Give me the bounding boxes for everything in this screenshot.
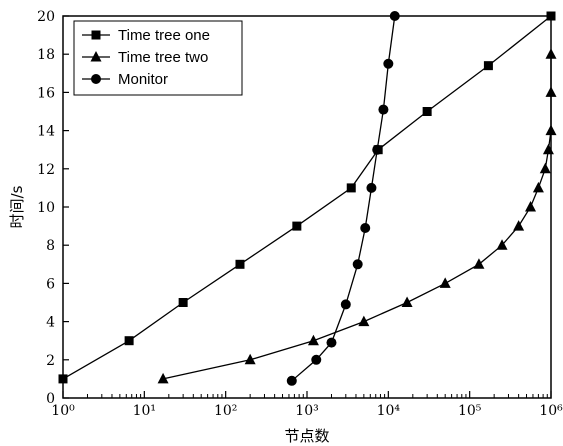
x-tick-label: 10⁴: [377, 403, 401, 419]
data-point: [545, 124, 557, 136]
x-tick-label: 10³: [295, 403, 318, 419]
series-0: [58, 11, 556, 384]
x-tick-label: 10⁵: [458, 403, 482, 419]
x-tick-label: 10²: [214, 403, 237, 419]
y-tick-label: 4: [46, 315, 55, 331]
data-point: [372, 144, 383, 155]
data-point: [545, 86, 557, 97]
series-line: [162, 54, 552, 380]
legend-marker: [91, 74, 101, 84]
legend-label: Time tree two: [118, 49, 208, 66]
legend-marker: [90, 51, 102, 62]
data-point: [473, 258, 485, 269]
x-tick-label: 10⁶: [539, 403, 563, 419]
series-line: [62, 15, 552, 380]
y-tick-label: 10: [37, 200, 55, 216]
y-tick-label: 8: [46, 238, 55, 254]
axes: 10⁰ 10¹ 10² 10³ 10⁴ 10⁵ 10⁶ 0 2 4 6 8 10 12 14 16 18 20: [37, 9, 563, 419]
data-point: [352, 259, 363, 270]
data-point: [496, 239, 508, 250]
data-point: [401, 296, 413, 307]
data-point: [244, 353, 256, 365]
data-point: [366, 182, 377, 193]
data-point: [326, 337, 337, 348]
data-point: [378, 104, 389, 115]
data-point: [307, 334, 319, 346]
x-tick-label: 10⁰: [51, 403, 75, 419]
data-point: [525, 201, 537, 212]
y-tick-label: 16: [37, 85, 55, 101]
legend-item: Time tree two: [82, 49, 208, 66]
series-2: [286, 11, 400, 386]
data-point: [358, 315, 370, 327]
y-tick-label: 18: [37, 47, 55, 63]
legend: Time tree one Time tree two Monitor: [73, 20, 243, 96]
data-point: [542, 143, 554, 155]
data-point: [157, 372, 169, 384]
legend-box: [73, 20, 243, 96]
data-point: [292, 221, 302, 231]
legend-label: Monitor: [118, 71, 168, 88]
series-line: [291, 15, 396, 382]
legend-label: Time tree one: [118, 27, 210, 44]
data-point: [235, 259, 245, 269]
legend-item: Time tree one: [82, 27, 210, 44]
data-point: [178, 298, 188, 307]
data-point: [532, 181, 544, 193]
data-point: [383, 58, 394, 69]
y-tick-label: 20: [37, 9, 55, 25]
y-tick-label: 0: [46, 391, 55, 407]
y-tick-label: 6: [46, 276, 55, 292]
data-point: [58, 374, 68, 384]
data-point: [346, 183, 356, 193]
data-point: [389, 11, 400, 21]
y-tick-label: 12: [37, 162, 55, 178]
legend-marker: [91, 30, 101, 40]
y-tick-label: 14: [37, 124, 55, 140]
series-layer: [58, 11, 557, 386]
data-point: [286, 375, 297, 386]
data-point: [545, 48, 557, 59]
x-tick-label: 10¹: [133, 403, 156, 419]
data-point: [311, 354, 322, 365]
data-point: [124, 336, 134, 346]
data-point: [483, 61, 493, 71]
x-axis-label: 节点数: [284, 427, 329, 445]
data-point: [439, 277, 451, 288]
data-point: [360, 223, 371, 234]
data-point: [539, 162, 551, 174]
data-point: [546, 11, 556, 21]
data-point: [422, 107, 432, 116]
y-tick-label: 2: [46, 353, 55, 369]
legend-item: Monitor: [82, 71, 168, 88]
data-point: [340, 299, 351, 310]
data-point: [513, 220, 525, 231]
y-axis-label: 时间/s: [8, 185, 26, 228]
series-1: [157, 48, 557, 384]
